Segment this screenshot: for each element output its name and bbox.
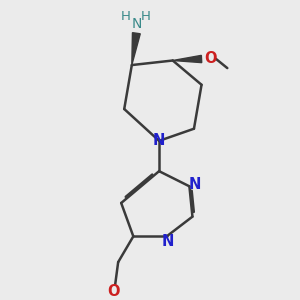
Text: N: N xyxy=(131,17,142,31)
Text: H: H xyxy=(140,10,150,23)
Text: N: N xyxy=(153,134,165,148)
Text: N: N xyxy=(189,177,201,192)
Text: N: N xyxy=(162,234,174,249)
Polygon shape xyxy=(132,33,140,65)
Text: O: O xyxy=(107,284,120,299)
Polygon shape xyxy=(173,56,202,63)
Text: H: H xyxy=(121,10,131,23)
Text: O: O xyxy=(204,52,216,67)
